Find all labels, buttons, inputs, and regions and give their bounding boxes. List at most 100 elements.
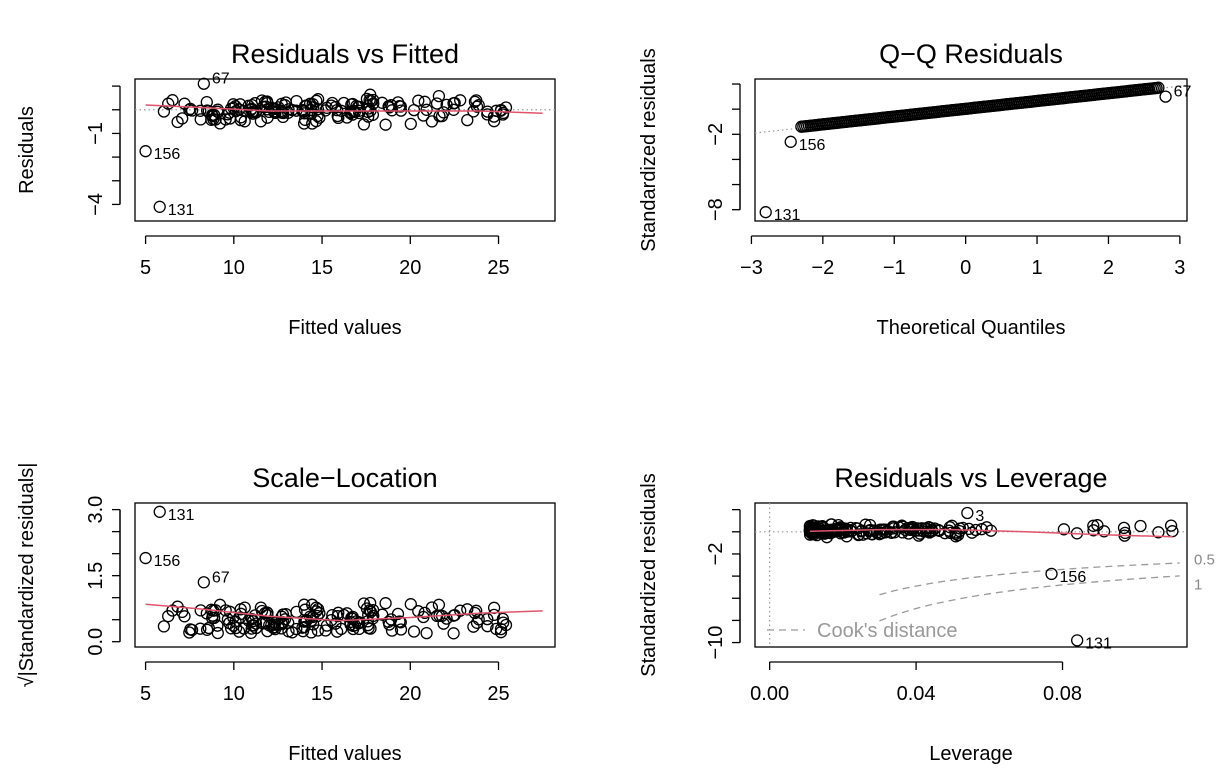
data-point (307, 101, 320, 114)
x-tick-label: 3 (1174, 257, 1185, 279)
data-point (497, 616, 510, 629)
data-point (879, 526, 892, 539)
data-point (432, 89, 446, 103)
labeled-point-67 (197, 576, 210, 589)
y-axis-label: Standardized residuals (638, 48, 660, 251)
x-tick-label: 10 (223, 683, 245, 705)
plot-frame (754, 502, 1188, 648)
cooks-contour-1 (879, 575, 1180, 622)
data-point (496, 108, 510, 121)
data-point (420, 103, 433, 116)
data-point (184, 102, 197, 116)
data-point (185, 104, 199, 117)
y-tick-label: −1 (85, 122, 107, 145)
data-point (447, 627, 460, 640)
x-tick-label: 15 (311, 683, 333, 705)
data-point (194, 622, 207, 635)
data-point (496, 612, 510, 626)
data-point (357, 597, 371, 610)
data-point (290, 622, 303, 636)
data-point (860, 527, 873, 540)
data-point (923, 525, 937, 539)
labeled-point-131 (153, 200, 166, 213)
data-point (211, 626, 224, 640)
plot-frame (134, 502, 556, 648)
data-point (306, 598, 319, 611)
data-point (435, 109, 449, 123)
data-point (268, 622, 282, 636)
point-label: 156 (154, 146, 181, 163)
point-label: 131 (774, 207, 801, 224)
data-point (862, 524, 875, 538)
data-point (248, 97, 262, 110)
cooks-contour-0.5 (879, 562, 1180, 596)
data-point (896, 526, 909, 539)
data-point (461, 113, 474, 127)
data-point (194, 604, 207, 617)
legend-text: Cook's distance (817, 620, 958, 642)
data-point (208, 611, 221, 625)
data-point (223, 106, 236, 119)
data-point (425, 601, 439, 614)
data-point (470, 100, 484, 113)
data-point (297, 598, 311, 611)
data-point (863, 518, 877, 532)
y-tick-label: −10 (705, 626, 727, 660)
data-point (382, 615, 395, 628)
data-point (229, 615, 242, 628)
data-point (447, 103, 460, 116)
y-axis-label: √|Standardized residuals| (16, 463, 38, 688)
y-tick-label: −2 (705, 543, 727, 566)
data-point (404, 598, 417, 611)
x-tick-label: 20 (399, 683, 421, 705)
point-label: 131 (168, 202, 195, 219)
point-label: 131 (1085, 635, 1112, 652)
data-point (184, 623, 197, 636)
labeled-point-131 (759, 206, 772, 219)
x-tick-label: 10 (223, 257, 245, 279)
x-tick-label: 15 (311, 257, 333, 279)
data-point (1152, 526, 1165, 539)
data-point (404, 117, 417, 131)
data-point (1091, 519, 1104, 532)
data-point (949, 527, 962, 541)
data-point (297, 117, 311, 130)
y-tick-label: −2 (705, 123, 727, 146)
data-point (379, 118, 392, 131)
data-point (311, 624, 325, 637)
chart-title: Scale−Location (252, 463, 437, 493)
data-point (490, 622, 503, 636)
x-tick-label: 25 (487, 257, 509, 279)
data-point (902, 527, 915, 540)
data-point (430, 97, 444, 110)
labeled-point-156 (1045, 567, 1058, 581)
data-point (282, 103, 295, 116)
x-tick-label: −1 (883, 257, 906, 279)
x-axis-label: Theoretical Quantiles (877, 317, 1066, 339)
data-point (420, 626, 433, 640)
data-point (267, 621, 280, 635)
point-label: 3 (975, 508, 984, 525)
data-point (845, 525, 858, 538)
data-point (1117, 521, 1131, 535)
data-point (157, 620, 171, 633)
data-point (171, 115, 184, 129)
data-point (319, 624, 332, 637)
x-tick-label: 0.04 (897, 683, 936, 705)
y-axis-label: Residuals (16, 106, 38, 194)
data-point (965, 526, 979, 539)
x-tick-label: 1 (1031, 257, 1042, 279)
x-tick-label: −3 (740, 257, 763, 279)
data-point (945, 519, 959, 532)
x-tick-label: 0.08 (1043, 683, 1082, 705)
data-point (461, 603, 474, 616)
data-point (229, 100, 242, 113)
labeled-point-3 (961, 506, 974, 520)
x-tick-label: 25 (487, 683, 509, 705)
y-tick-label: −4 (85, 193, 107, 216)
data-point (432, 598, 446, 611)
data-point (364, 596, 377, 610)
y-axis-label: Standardized residuals (638, 473, 660, 676)
data-point (379, 597, 392, 610)
y-tick-label: 0.0 (85, 628, 107, 656)
